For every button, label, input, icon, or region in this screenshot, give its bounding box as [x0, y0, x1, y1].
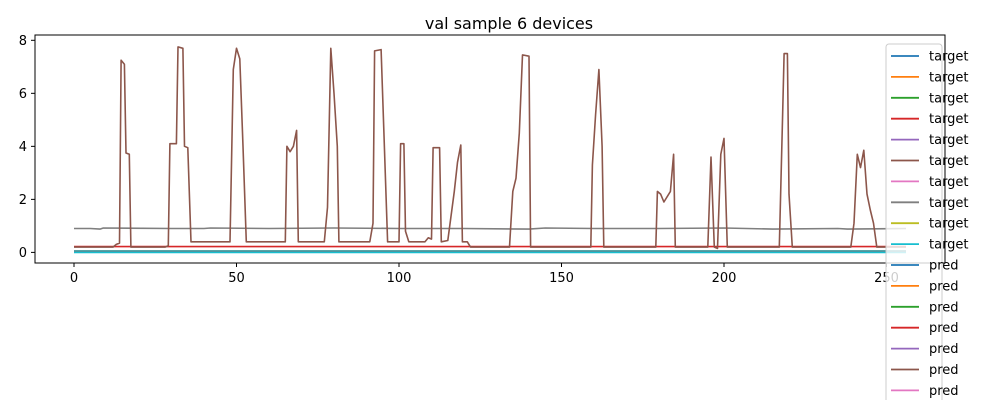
- legend-label-8: target: [929, 217, 969, 232]
- legend-label-0: target: [929, 50, 969, 65]
- legend-label-11: pred: [929, 279, 959, 294]
- y-tick-label-4: 8: [19, 34, 27, 49]
- y-tick-label-0: 0: [19, 246, 27, 261]
- x-tick-label-2: 100: [387, 271, 412, 286]
- y-tick-label-1: 2: [19, 193, 27, 208]
- legend-frame: [885, 43, 943, 400]
- y-tick-label-2: 4: [19, 140, 27, 155]
- legend-label-5: target: [929, 154, 969, 169]
- legend-label-2: target: [929, 91, 969, 106]
- legend-label-6: target: [929, 175, 969, 190]
- x-tick-label-1: 50: [228, 271, 245, 286]
- chart-title: val sample 6 devices: [425, 14, 593, 33]
- legend-label-4: target: [929, 133, 969, 148]
- x-tick-label-3: 150: [549, 271, 574, 286]
- plot-frame: [34, 34, 946, 264]
- legend-label-1: target: [929, 70, 969, 85]
- legend-label-9: target: [929, 238, 969, 253]
- legend-label-12: pred: [929, 300, 959, 315]
- legend: target target target target target target targ…: [885, 43, 969, 400]
- series-line-6: [74, 227, 907, 230]
- series-layer: [74, 46, 907, 254]
- y-axis: 0 2 4 6 8: [19, 34, 35, 261]
- legend-label-15: pred: [929, 363, 959, 378]
- legend-label-14: pred: [929, 342, 959, 357]
- y-tick-label-3: 6: [19, 87, 27, 102]
- x-tick-label-0: 0: [70, 271, 78, 286]
- legend-label-3: target: [929, 112, 969, 127]
- legend-label-13: pred: [929, 321, 959, 336]
- legend-label-7: target: [929, 196, 969, 211]
- legend-label-10: pred: [929, 259, 959, 274]
- legend-label-16: pred: [929, 384, 959, 399]
- series-line-7: [74, 46, 906, 250]
- x-axis: 050100150200250: [70, 263, 899, 286]
- x-tick-label-4: 200: [712, 271, 737, 286]
